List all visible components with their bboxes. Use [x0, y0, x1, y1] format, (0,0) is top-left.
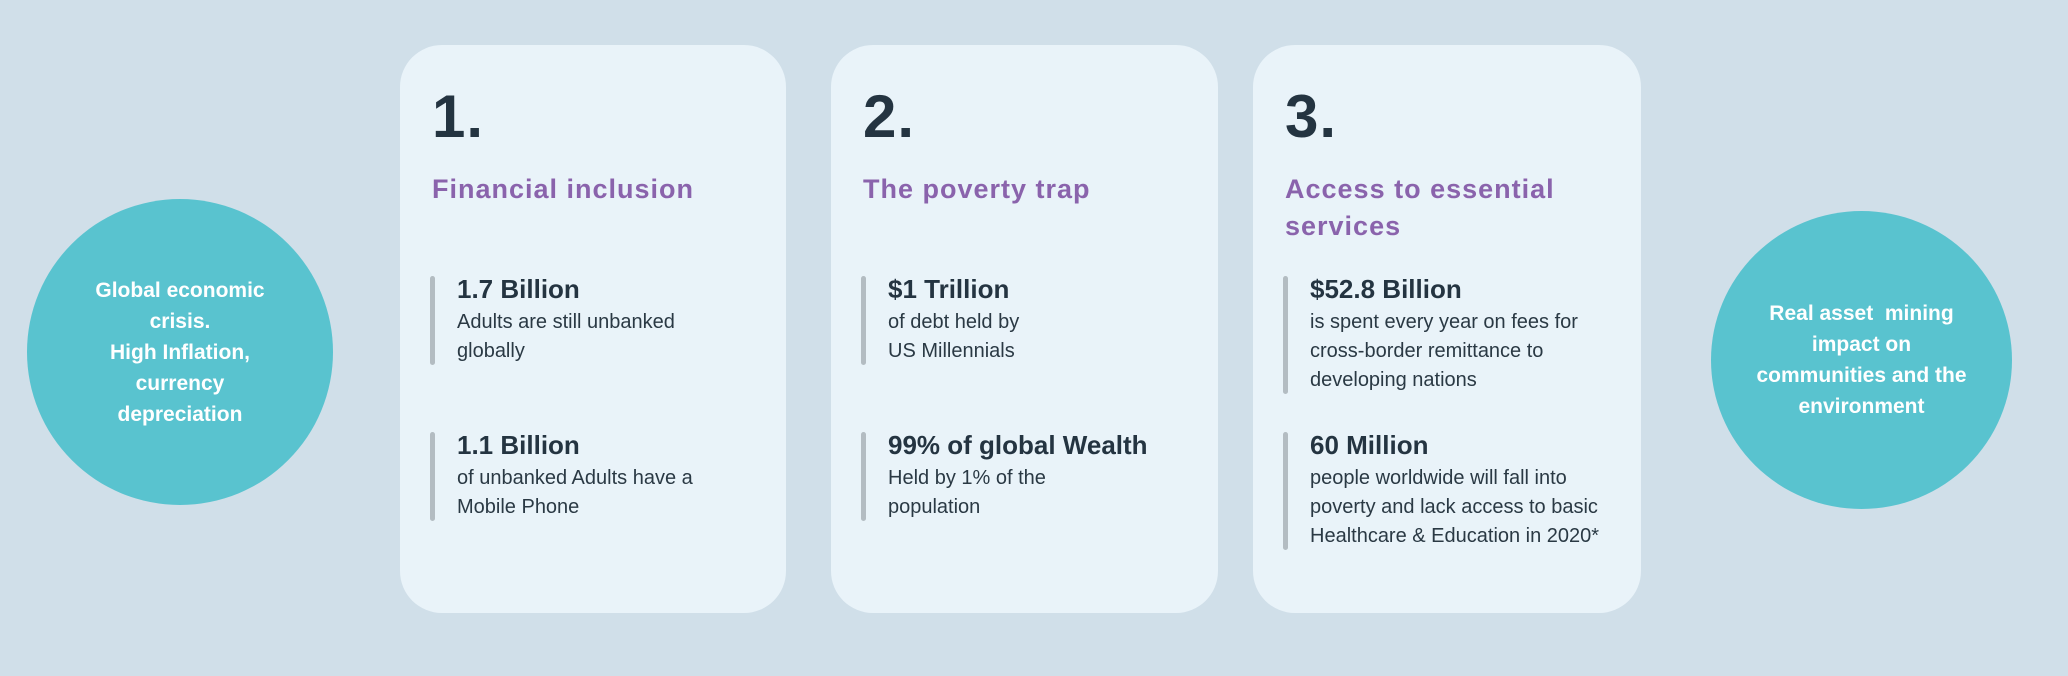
card-number: 2.: [863, 83, 916, 150]
stat-description: Adults are still unbanked globally: [457, 311, 675, 362]
stat-block: $52.8 Billion is spent every year on fee…: [1283, 273, 1619, 395]
stat-description: Held by 1% of the population: [888, 467, 1046, 518]
stat-description: is spent every year on fees for cross-bo…: [1310, 311, 1578, 391]
left-circle-text: Global economic crisis. High Inflation, …: [95, 275, 264, 430]
problem-card-2: 2. The poverty trap $1 Trillion of debt …: [831, 45, 1218, 613]
stat-value: 99% of global Wealth: [888, 430, 1148, 460]
stat-description: of debt held by US Millennials: [888, 311, 1020, 362]
circle-text-line: Global economic: [95, 278, 265, 302]
card-title: The poverty trap: [863, 174, 1091, 204]
stat-block: 1.1 Billion of unbanked Adults have a Mo…: [430, 429, 764, 522]
left-circle-callout: Global economic crisis. High Inflation, …: [27, 199, 333, 505]
right-circle-text: Real asset mining impact on communities …: [1756, 298, 1966, 422]
card-number: 3.: [1285, 83, 1338, 150]
circle-text-line: crisis.: [149, 309, 211, 333]
problem-card-1: 1. Financial inclusion 1.7 Billion Adult…: [400, 45, 786, 613]
card-title: Financial inclusion: [432, 174, 695, 204]
stat-block: $1 Trillion of debt held by US Millennia…: [861, 273, 1196, 366]
circle-text-line: currency: [135, 371, 225, 395]
stat-description: people worldwide will fall into poverty …: [1310, 467, 1600, 547]
circle-text-line: impact on: [1811, 333, 1912, 356]
stat-value: $52.8 Billion: [1310, 274, 1462, 304]
stat-value: $1 Trillion: [888, 274, 1010, 304]
circle-text-line: High Inflation,: [110, 340, 250, 364]
stat-block: 99% of global Wealth Held by 1% of the p…: [861, 429, 1196, 522]
card-number: 1.: [432, 83, 485, 150]
circle-text-line: Real asset mining: [1769, 302, 1954, 325]
circle-text-line: communities and the: [1756, 364, 1967, 387]
stat-value: 1.7 Billion: [457, 274, 580, 304]
circle-text-line: environment: [1798, 395, 1925, 418]
stat-value: 60 Million: [1310, 430, 1429, 460]
problem-card-3: 3. Access to essential services $52.8 Bi…: [1253, 45, 1641, 613]
stat-description: of unbanked Adults have a Mobile Phone: [457, 467, 693, 518]
circle-text-line: depreciation: [117, 402, 243, 426]
stat-block: 1.7 Billion Adults are still unbanked gl…: [430, 273, 764, 366]
stat-block: 60 Million people worldwide will fall in…: [1283, 429, 1619, 551]
card-title: Access to essential services: [1285, 174, 1555, 241]
stat-value: 1.1 Billion: [457, 430, 580, 460]
right-circle-callout: Real asset mining impact on communities …: [1711, 211, 2012, 509]
